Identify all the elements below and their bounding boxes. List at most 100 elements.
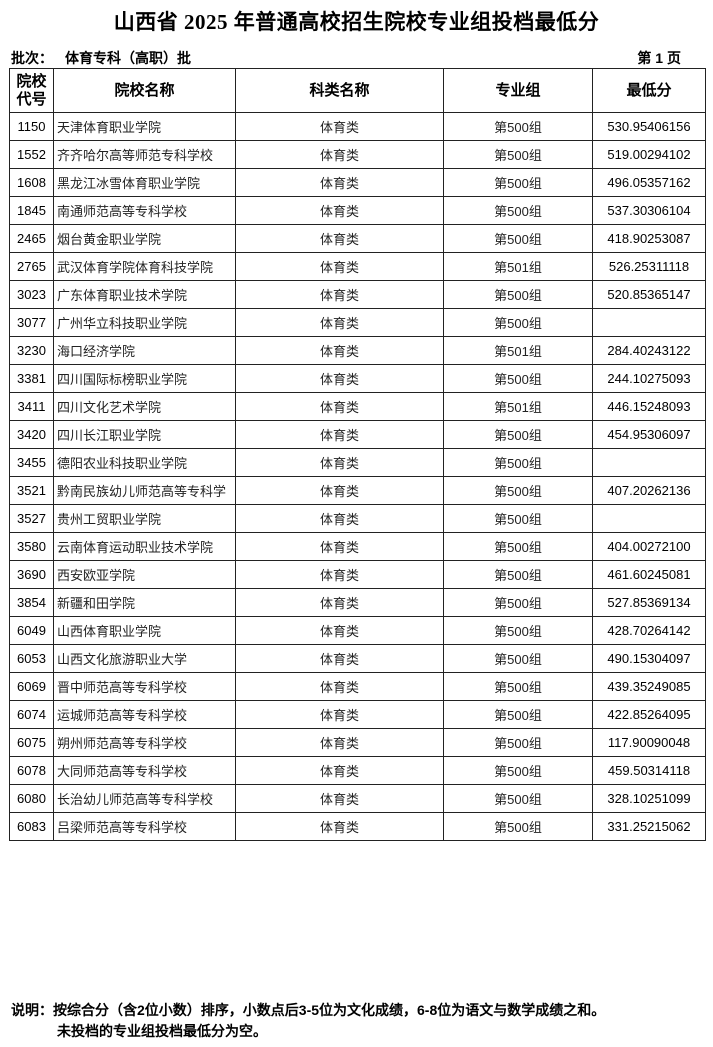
category-cell: 体育类	[235, 308, 444, 337]
min-score-cell: 244.10275093	[592, 364, 706, 393]
min-score-cell: 418.90253087	[592, 224, 706, 253]
note-line-2: 未投档的专业组投档最低分为空。	[57, 1023, 267, 1039]
header-min-score: 最低分	[592, 68, 706, 113]
table-row: 3023 广东体育职业技术学院 体育类 第500组 520.85365147	[9, 280, 706, 309]
school-name-cell: 晋中师范高等专科学校	[53, 672, 236, 701]
min-score-cell: 537.30306104	[592, 196, 706, 225]
major-group-cell: 第500组	[443, 308, 593, 337]
batch-info: 批次： 体育专科（高职）批	[11, 48, 191, 68]
table-row: 6080 长治幼儿师范高等专科学校 体育类 第500组 328.10251099	[9, 784, 706, 813]
category-cell: 体育类	[235, 280, 444, 309]
school-name-cell: 广州华立科技职业学院	[53, 308, 236, 337]
min-score-cell	[592, 504, 706, 533]
school-name-cell: 海口经济学院	[53, 336, 236, 365]
school-code-cell: 1608	[9, 168, 54, 197]
min-score-cell	[592, 448, 706, 477]
table-row: 1608 黑龙江冰雪体育职业学院 体育类 第500组 496.05357162	[9, 168, 706, 197]
school-code-cell: 3230	[9, 336, 54, 365]
major-group-cell: 第500组	[443, 672, 593, 701]
school-name-cell: 云南体育运动职业技术学院	[53, 532, 236, 561]
table-row: 3455 德阳农业科技职业学院 体育类 第500组	[9, 448, 706, 477]
table-row: 6069 晋中师范高等专科学校 体育类 第500组 439.35249085	[9, 672, 706, 701]
school-code-cell: 1150	[9, 112, 54, 141]
min-score-cell: 404.00272100	[592, 532, 706, 561]
min-score-cell: 454.95306097	[592, 420, 706, 449]
major-group-cell: 第500组	[443, 280, 593, 309]
batch-label: 批次：	[11, 50, 53, 66]
category-cell: 体育类	[235, 392, 444, 421]
table-row: 3077 广州华立科技职业学院 体育类 第500组	[9, 308, 706, 337]
min-score-cell: 407.20262136	[592, 476, 706, 505]
min-score-cell: 284.40243122	[592, 336, 706, 365]
major-group-cell: 第500组	[443, 616, 593, 645]
header-major-group: 专业组	[443, 68, 593, 113]
table-row: 3854 新疆和田学院 体育类 第500组 527.85369134	[9, 588, 706, 617]
table-row: 2465 烟台黄金职业学院 体育类 第500组 418.90253087	[9, 224, 706, 253]
major-group-cell: 第500组	[443, 476, 593, 505]
admission-table: 院校代号 院校名称 科类名称 专业组 最低分 1150 天津体育职业学院 体育类 第5…	[9, 68, 706, 841]
min-score-cell: 331.25215062	[592, 812, 706, 841]
min-score-cell: 117.90090048	[592, 728, 706, 757]
min-score-cell: 446.15248093	[592, 392, 706, 421]
school-name-cell: 大同师范高等专科学校	[53, 756, 236, 785]
school-name-cell: 贵州工贸职业学院	[53, 504, 236, 533]
table-row: 6075 朔州师范高等专科学校 体育类 第500组 117.90090048	[9, 728, 706, 757]
school-name-cell: 新疆和田学院	[53, 588, 236, 617]
category-cell: 体育类	[235, 448, 444, 477]
major-group-cell: 第500组	[443, 700, 593, 729]
category-cell: 体育类	[235, 644, 444, 673]
school-name-cell: 黑龙江冰雪体育职业学院	[53, 168, 236, 197]
school-name-cell: 德阳农业科技职业学院	[53, 448, 236, 477]
table-row: 3521 黔南民族幼儿师范高等专科学 体育类 第500组 407.20262136	[9, 476, 706, 505]
table-row: 3580 云南体育运动职业技术学院 体育类 第500组 404.00272100	[9, 532, 706, 561]
table-row: 6053 山西文化旅游职业大学 体育类 第500组 490.15304097	[9, 644, 706, 673]
category-cell: 体育类	[235, 224, 444, 253]
school-code-cell: 6049	[9, 616, 54, 645]
category-cell: 体育类	[235, 168, 444, 197]
school-name-cell: 山西文化旅游职业大学	[53, 644, 236, 673]
category-cell: 体育类	[235, 420, 444, 449]
table-header-row: 院校代号 院校名称 科类名称 专业组 最低分	[9, 68, 706, 113]
category-cell: 体育类	[235, 336, 444, 365]
school-code-cell: 3690	[9, 560, 54, 589]
category-cell: 体育类	[235, 728, 444, 757]
category-cell: 体育类	[235, 140, 444, 169]
school-name-cell: 齐齐哈尔高等师范专科学校	[53, 140, 236, 169]
category-cell: 体育类	[235, 616, 444, 645]
school-code-cell: 6075	[9, 728, 54, 757]
min-score-cell: 527.85369134	[592, 588, 706, 617]
major-group-cell: 第500组	[443, 588, 593, 617]
min-score-cell: 461.60245081	[592, 560, 706, 589]
category-cell: 体育类	[235, 812, 444, 841]
min-score-cell: 439.35249085	[592, 672, 706, 701]
category-cell: 体育类	[235, 112, 444, 141]
table-row: 3690 西安欧亚学院 体育类 第500组 461.60245081	[9, 560, 706, 589]
major-group-cell: 第500组	[443, 448, 593, 477]
category-cell: 体育类	[235, 252, 444, 281]
min-score-cell: 328.10251099	[592, 784, 706, 813]
school-code-cell: 6080	[9, 784, 54, 813]
major-group-cell: 第500组	[443, 812, 593, 841]
school-code-cell: 1845	[9, 196, 54, 225]
school-name-cell: 四川长江职业学院	[53, 420, 236, 449]
school-name-cell: 天津体育职业学院	[53, 112, 236, 141]
major-group-cell: 第500组	[443, 756, 593, 785]
school-name-cell: 四川文化艺术学院	[53, 392, 236, 421]
table-row: 3230 海口经济学院 体育类 第501组 284.40243122	[9, 336, 706, 365]
school-name-cell: 西安欧亚学院	[53, 560, 236, 589]
school-name-cell: 四川国际标榜职业学院	[53, 364, 236, 393]
school-name-cell: 广东体育职业技术学院	[53, 280, 236, 309]
category-cell: 体育类	[235, 756, 444, 785]
min-score-cell	[592, 308, 706, 337]
table-row: 3527 贵州工贸职业学院 体育类 第500组	[9, 504, 706, 533]
category-cell: 体育类	[235, 700, 444, 729]
table-row: 1552 齐齐哈尔高等师范专科学校 体育类 第500组 519.00294102	[9, 140, 706, 169]
category-cell: 体育类	[235, 476, 444, 505]
min-score-cell: 519.00294102	[592, 140, 706, 169]
major-group-cell: 第501组	[443, 252, 593, 281]
school-name-cell: 山西体育职业学院	[53, 616, 236, 645]
min-score-cell: 526.25311118	[592, 252, 706, 281]
major-group-cell: 第500组	[443, 784, 593, 813]
school-code-cell: 6074	[9, 700, 54, 729]
major-group-cell: 第500组	[443, 112, 593, 141]
